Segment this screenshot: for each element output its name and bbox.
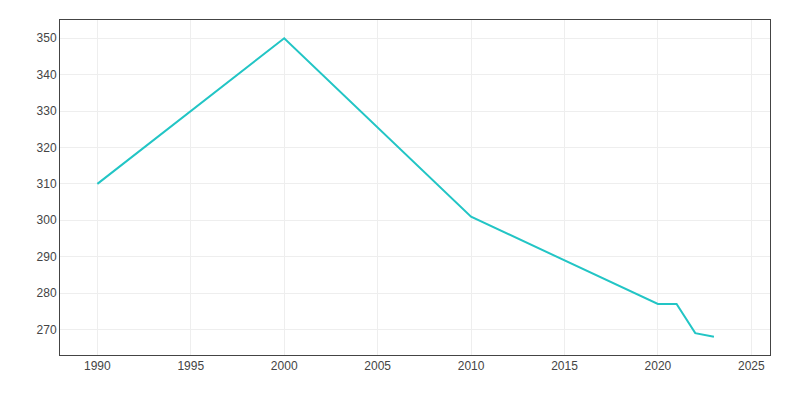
svg-text:2025: 2025 bbox=[738, 359, 765, 373]
svg-text:330: 330 bbox=[37, 104, 57, 118]
svg-text:320: 320 bbox=[37, 141, 57, 155]
svg-text:1995: 1995 bbox=[177, 359, 204, 373]
svg-text:1990: 1990 bbox=[84, 359, 111, 373]
svg-text:2000: 2000 bbox=[271, 359, 298, 373]
svg-text:290: 290 bbox=[37, 250, 57, 264]
svg-text:2020: 2020 bbox=[645, 359, 672, 373]
svg-text:310: 310 bbox=[37, 177, 57, 191]
svg-text:2015: 2015 bbox=[551, 359, 578, 373]
svg-text:280: 280 bbox=[37, 286, 57, 300]
svg-text:2010: 2010 bbox=[458, 359, 485, 373]
svg-text:350: 350 bbox=[37, 31, 57, 45]
svg-text:300: 300 bbox=[37, 213, 57, 227]
svg-text:340: 340 bbox=[37, 68, 57, 82]
svg-text:2005: 2005 bbox=[364, 359, 391, 373]
svg-text:270: 270 bbox=[37, 323, 57, 337]
